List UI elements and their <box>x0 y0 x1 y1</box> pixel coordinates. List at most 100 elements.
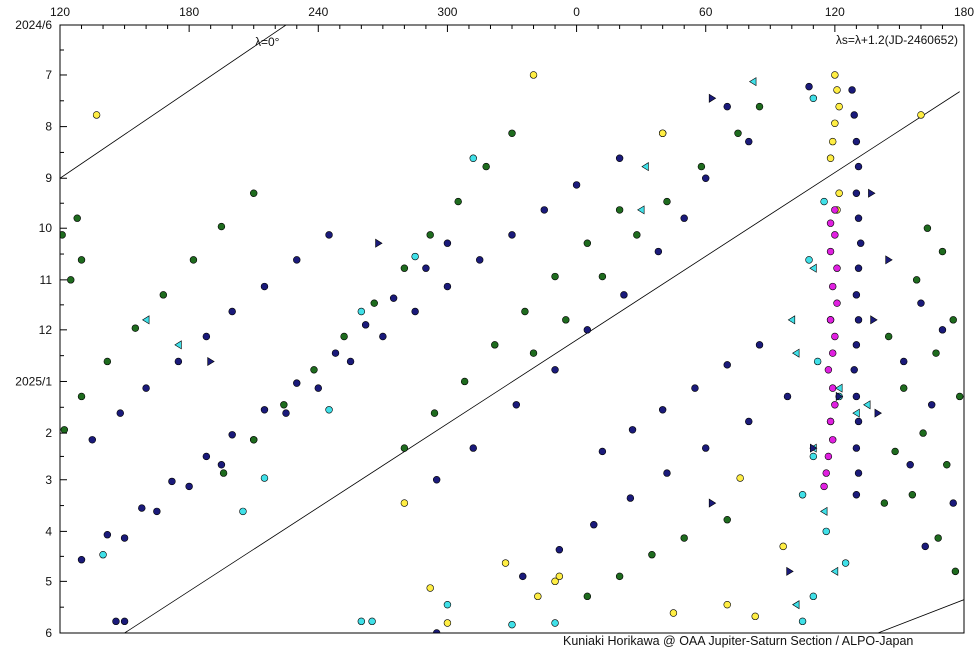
data-point <box>826 154 835 162</box>
data-point <box>590 521 598 529</box>
data-point <box>620 291 628 299</box>
data-point <box>708 498 717 508</box>
data-point <box>628 426 637 434</box>
data-point <box>923 224 932 232</box>
data-points <box>60 71 964 633</box>
x-tick-label: 180 <box>179 5 199 19</box>
data-point <box>854 417 863 426</box>
data-point <box>99 551 107 559</box>
data-point <box>809 94 818 102</box>
data-point <box>723 516 731 524</box>
data-point <box>955 392 964 401</box>
drift-lines <box>60 25 964 633</box>
data-point <box>583 592 592 601</box>
data-point <box>426 231 434 239</box>
data-point <box>228 431 236 439</box>
data-point <box>534 592 542 601</box>
data-point <box>826 316 835 324</box>
data-point <box>551 619 559 627</box>
data-point <box>820 197 828 206</box>
data-point <box>900 384 908 392</box>
data-point <box>654 247 663 256</box>
data-point <box>833 299 841 307</box>
data-point <box>331 349 340 357</box>
data-point <box>824 366 833 374</box>
data-point <box>116 409 124 417</box>
data-point <box>641 162 649 172</box>
data-point <box>60 426 69 434</box>
data-point <box>835 189 843 197</box>
formula-annotation: λs=λ+1.2(JD-2460652) <box>836 33 958 47</box>
data-point <box>228 307 236 316</box>
data-point <box>833 86 841 94</box>
lambda-zero-annotation: λ=0° <box>255 35 280 49</box>
data-point <box>153 507 161 516</box>
data-point <box>219 469 228 477</box>
data-point <box>787 315 796 325</box>
y-tick-label: 7 <box>45 68 52 82</box>
data-point <box>786 566 794 576</box>
y-tick-label: 3 <box>45 473 52 487</box>
data-point <box>598 272 607 281</box>
data-point <box>852 408 860 418</box>
data-point <box>282 409 290 417</box>
y-tick-label: 4 <box>45 524 52 538</box>
data-point <box>508 129 516 137</box>
data-point <box>508 231 516 239</box>
data-point <box>443 282 452 291</box>
data-point <box>928 401 936 409</box>
data-point <box>736 474 744 482</box>
data-point <box>280 401 288 409</box>
data-point <box>680 214 688 222</box>
data-point <box>508 620 516 629</box>
data-point <box>813 357 822 366</box>
data-point <box>443 239 452 247</box>
data-point <box>943 461 951 469</box>
data-point <box>809 263 817 273</box>
data-point <box>835 102 843 111</box>
x-tick-label: 60 <box>699 5 713 19</box>
data-point <box>835 391 844 401</box>
data-point <box>852 291 861 299</box>
data-point <box>88 436 96 444</box>
data-point <box>346 357 355 366</box>
data-point <box>885 255 893 265</box>
data-point <box>60 231 66 239</box>
data-point <box>734 129 742 137</box>
credit-text: Kuniaki Horikawa @ OAA Jupiter-Saturn Se… <box>563 634 914 648</box>
data-point <box>250 189 258 197</box>
data-point <box>850 111 858 119</box>
data-point <box>482 162 490 171</box>
data-point <box>174 357 183 366</box>
data-point <box>856 239 865 247</box>
x-tick-label: 120 <box>825 5 845 19</box>
data-point <box>325 231 333 239</box>
data-point <box>159 291 168 299</box>
data-point <box>792 600 800 610</box>
drift-line <box>877 599 964 633</box>
drift-line <box>124 91 960 633</box>
data-point <box>934 534 942 542</box>
data-point <box>831 206 839 214</box>
data-point <box>852 444 861 452</box>
data-point <box>792 348 800 358</box>
data-point <box>723 600 731 609</box>
data-point <box>755 102 764 111</box>
data-point <box>848 86 856 94</box>
data-point <box>368 617 376 626</box>
data-point <box>917 111 925 119</box>
data-point <box>361 321 370 329</box>
data-point <box>708 93 717 103</box>
data-point <box>67 276 75 284</box>
x-tick-label: 0 <box>573 5 580 19</box>
data-point <box>831 71 839 79</box>
data-point <box>874 408 882 418</box>
data-point <box>854 162 863 171</box>
data-point <box>820 482 828 491</box>
data-point <box>103 531 112 539</box>
data-point <box>77 392 86 401</box>
data-point <box>103 357 112 366</box>
data-point <box>521 307 529 316</box>
data-point <box>852 491 861 499</box>
data-point <box>826 417 835 426</box>
